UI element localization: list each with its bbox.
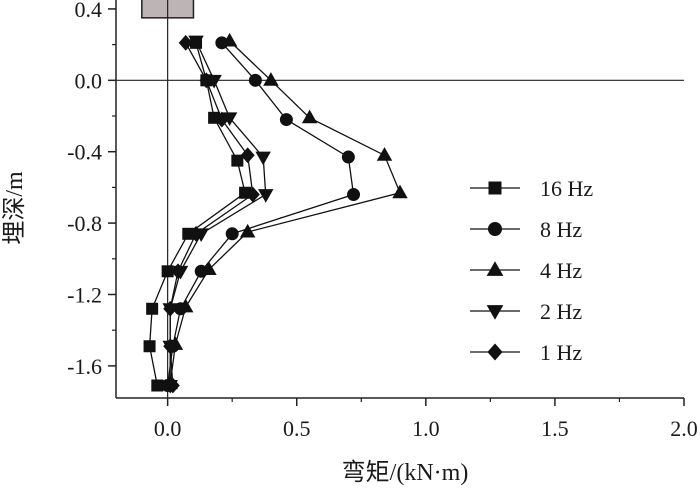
series-layer bbox=[143, 32, 408, 394]
data-point bbox=[189, 225, 204, 242]
legend-item: 8 Hz bbox=[470, 217, 582, 242]
series-8hz bbox=[161, 36, 361, 393]
legend-label: 2 Hz bbox=[540, 299, 582, 324]
x-tick-label: 2.0 bbox=[670, 416, 698, 441]
series-line bbox=[169, 40, 401, 384]
legend-item: 1 Hz bbox=[470, 340, 582, 365]
x-tick-label: 0.0 bbox=[154, 416, 182, 441]
data-point bbox=[163, 300, 178, 317]
legend-marker bbox=[487, 343, 503, 361]
data-point bbox=[239, 223, 256, 238]
y-axis-title: 埋深/m bbox=[1, 171, 28, 245]
data-point bbox=[301, 109, 318, 124]
legend-marker bbox=[486, 261, 504, 276]
data-point bbox=[255, 151, 271, 166]
legend-item: 2 Hz bbox=[470, 299, 582, 324]
y-tick-label: -1.2 bbox=[67, 282, 102, 307]
data-point bbox=[279, 113, 293, 127]
legend-item: 16 Hz bbox=[470, 176, 593, 201]
y-tick-label: -1.6 bbox=[67, 354, 102, 379]
y-tick-label: -0.8 bbox=[67, 211, 102, 236]
y-tick-label: -0.4 bbox=[67, 140, 102, 165]
data-point bbox=[178, 34, 193, 51]
legend-marker bbox=[488, 181, 502, 195]
data-point bbox=[376, 147, 393, 161]
series-line bbox=[169, 42, 254, 386]
legend-marker bbox=[486, 305, 504, 320]
x-tick-label: 0.5 bbox=[283, 416, 311, 441]
legend-marker bbox=[488, 222, 502, 236]
series-line bbox=[148, 42, 246, 386]
y-tick-label: 0.0 bbox=[75, 68, 103, 93]
x-tick-label: 1.5 bbox=[541, 416, 569, 441]
data-point bbox=[201, 261, 217, 275]
data-point bbox=[248, 73, 262, 87]
y-tick-label: 0.4 bbox=[75, 0, 103, 22]
data-point bbox=[225, 227, 239, 241]
axis-ticks-layer: 0.0 0.5 1.0 1.5 2.0 0.4 0.0 -0.4 -0.8 -1.2 -1.6 bbox=[67, 0, 698, 441]
series-4hz bbox=[162, 32, 408, 390]
legend-label: 4 Hz bbox=[540, 258, 582, 283]
data-point bbox=[347, 188, 361, 202]
data-point bbox=[221, 32, 238, 47]
legend-item: 4 Hz bbox=[470, 258, 582, 283]
data-point bbox=[258, 189, 274, 203]
data-point bbox=[245, 186, 260, 203]
data-point bbox=[199, 72, 214, 89]
data-point bbox=[231, 154, 244, 167]
legend-label: 8 Hz bbox=[540, 217, 582, 242]
data-point bbox=[392, 184, 408, 199]
data-point bbox=[263, 72, 279, 86]
legend: 16 Hz 8 Hz 4 Hz 2 Hz 1 Hz bbox=[470, 176, 593, 365]
series-2hz bbox=[162, 35, 274, 394]
series-line bbox=[169, 40, 267, 386]
data-point bbox=[177, 298, 194, 313]
data-point bbox=[170, 263, 185, 280]
x-tick-label: 1.0 bbox=[412, 416, 440, 441]
data-point bbox=[146, 302, 159, 315]
data-point bbox=[143, 340, 156, 353]
data-point bbox=[240, 147, 255, 164]
data-point bbox=[163, 338, 178, 355]
legend-label: 1 Hz bbox=[540, 340, 582, 365]
x-axis-title: 弯矩/(kN·m) bbox=[342, 459, 469, 486]
plot-frame-layer bbox=[115, 0, 684, 399]
legend-label: 16 Hz bbox=[540, 176, 593, 201]
data-point bbox=[188, 35, 204, 50]
series-1hz bbox=[163, 34, 260, 394]
data-point bbox=[341, 150, 355, 164]
series-line bbox=[166, 42, 355, 386]
data-point bbox=[214, 111, 229, 128]
data-point bbox=[165, 377, 180, 394]
